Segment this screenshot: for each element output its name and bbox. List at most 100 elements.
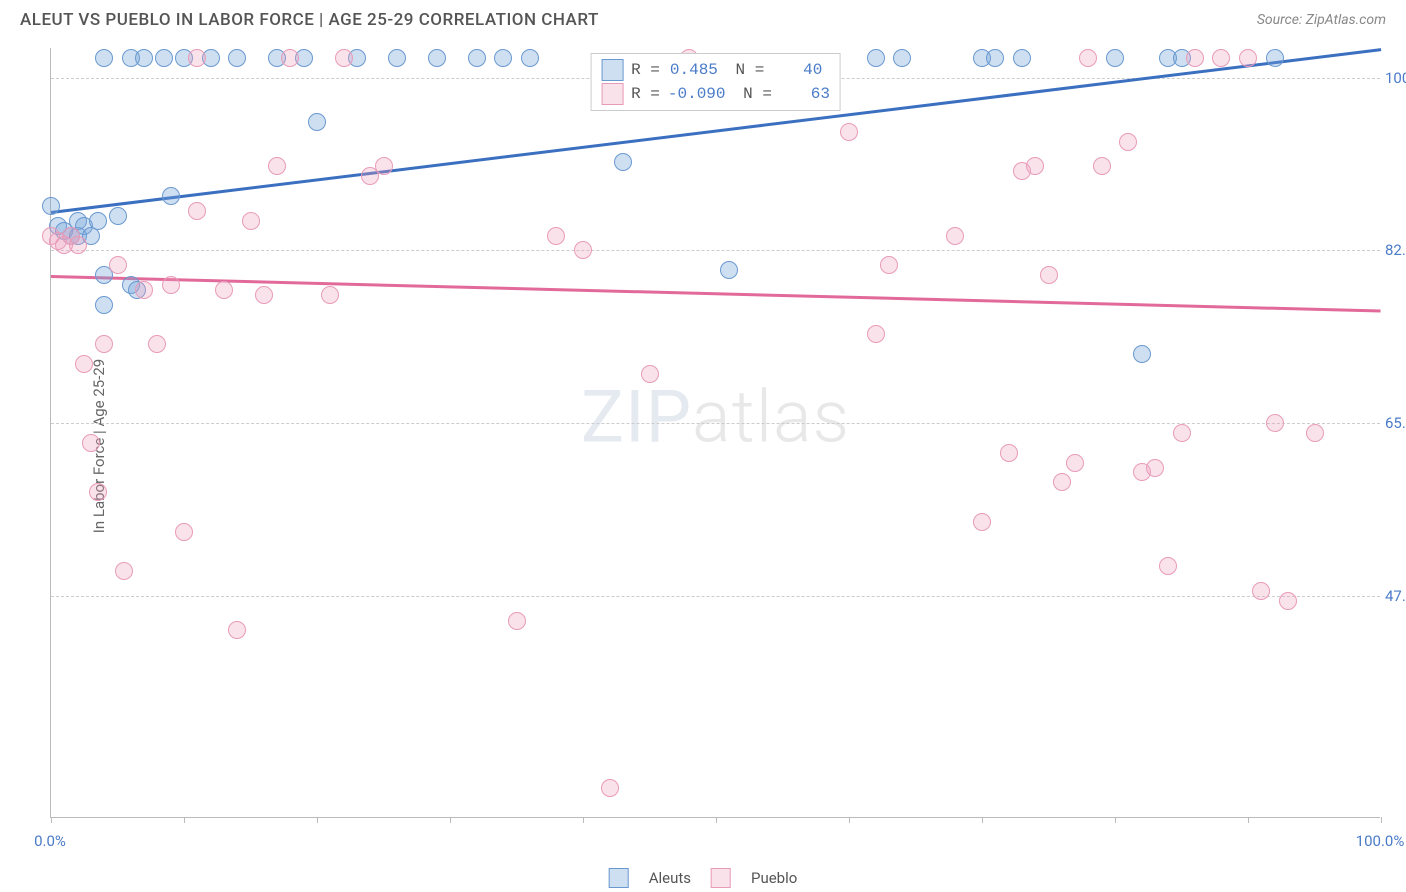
data-point: [228, 49, 246, 67]
x-tick: [184, 817, 185, 823]
x-tick: [317, 817, 318, 823]
watermark-thin: atlas: [692, 375, 850, 460]
data-point: [840, 123, 858, 141]
data-point: [75, 355, 93, 373]
data-point: [1266, 414, 1284, 432]
data-point: [1026, 157, 1044, 175]
x-tick: [1381, 817, 1382, 823]
title-bar: ALEUT VS PUEBLO IN LABOR FORCE | AGE 25-…: [0, 0, 1406, 40]
data-point: [135, 49, 153, 67]
legend-label-aleuts: Aleuts: [649, 869, 691, 887]
legend-row-pueblo: R = -0.090 N = 63: [601, 82, 830, 106]
data-point: [574, 241, 592, 259]
data-point: [1279, 592, 1297, 610]
data-point: [188, 202, 206, 220]
data-point: [1013, 49, 1031, 67]
data-point: [1239, 49, 1257, 67]
data-point: [986, 49, 1004, 67]
legend-r-label: R =: [631, 85, 660, 103]
data-point: [188, 49, 206, 67]
series-legend: Aleuts Pueblo: [609, 868, 798, 888]
legend-label-pueblo: Pueblo: [751, 869, 797, 887]
data-point: [601, 779, 619, 797]
data-point: [547, 227, 565, 245]
data-point: [641, 365, 659, 383]
y-tick-label: 65.0%: [1385, 414, 1406, 432]
trend-line: [51, 275, 1381, 312]
data-point: [508, 612, 526, 630]
legend-n-value: 63: [780, 85, 830, 103]
data-point: [69, 236, 87, 254]
scatter-chart: ZIPatlas R = 0.485 N = 40 R = -0.090 N =…: [50, 48, 1380, 818]
chart-title: ALEUT VS PUEBLO IN LABOR FORCE | AGE 25-…: [20, 10, 599, 30]
data-point: [375, 157, 393, 175]
watermark-bold: ZIP: [581, 375, 692, 460]
data-point: [1306, 424, 1324, 442]
data-point: [1252, 582, 1270, 600]
data-point: [162, 187, 180, 205]
data-point: [148, 335, 166, 353]
watermark: ZIPatlas: [581, 375, 850, 460]
gridline: [51, 596, 1380, 597]
data-point: [1173, 424, 1191, 442]
data-point: [880, 256, 898, 274]
data-point: [335, 49, 353, 67]
data-point: [1040, 266, 1058, 284]
data-point: [1146, 459, 1164, 477]
gridline: [51, 250, 1380, 251]
x-tick: [450, 817, 451, 823]
data-point: [95, 335, 113, 353]
data-point: [228, 621, 246, 639]
data-point: [135, 281, 153, 299]
data-point: [614, 153, 632, 171]
data-point: [42, 197, 60, 215]
data-point: [1106, 49, 1124, 67]
data-point: [95, 296, 113, 314]
data-point: [268, 157, 286, 175]
data-point: [155, 49, 173, 67]
data-point: [720, 261, 738, 279]
source-label: Source: ZipAtlas.com: [1257, 12, 1386, 28]
x-min-label: 0.0%: [34, 832, 66, 850]
x-max-label: 100.0%: [1356, 832, 1405, 850]
data-point: [973, 513, 991, 531]
data-point: [115, 562, 133, 580]
data-point: [89, 212, 107, 230]
data-point: [1159, 557, 1177, 575]
data-point: [162, 276, 180, 294]
data-point: [321, 286, 339, 304]
data-point: [388, 49, 406, 67]
x-tick: [982, 817, 983, 823]
legend-row-aleuts: R = 0.485 N = 40: [601, 58, 830, 82]
x-tick: [51, 817, 52, 823]
data-point: [82, 434, 100, 452]
data-point: [521, 49, 539, 67]
x-tick: [1115, 817, 1116, 823]
data-point: [428, 49, 446, 67]
data-point: [468, 49, 486, 67]
data-point: [1119, 133, 1137, 151]
correlation-legend: R = 0.485 N = 40 R = -0.090 N = 63: [590, 53, 841, 111]
data-point: [242, 212, 260, 230]
data-point: [1053, 473, 1071, 491]
data-point: [215, 281, 233, 299]
data-point: [281, 49, 299, 67]
legend-swatch-pueblo: [601, 83, 623, 105]
data-point: [893, 49, 911, 67]
data-point: [1266, 49, 1284, 67]
legend-n-label: N =: [726, 61, 764, 79]
y-tick-label: 82.5%: [1385, 241, 1406, 259]
x-tick: [716, 817, 717, 823]
data-point: [109, 256, 127, 274]
data-point: [175, 523, 193, 541]
x-tick: [1248, 817, 1249, 823]
data-point: [95, 49, 113, 67]
legend-n-value: 40: [772, 61, 822, 79]
y-tick-label: 100.0%: [1385, 69, 1406, 87]
x-tick: [849, 817, 850, 823]
legend-swatch-pueblo: [711, 868, 731, 888]
data-point: [867, 49, 885, 67]
legend-r-value: -0.090: [668, 85, 726, 103]
data-point: [1000, 444, 1018, 462]
data-point: [1133, 345, 1151, 363]
